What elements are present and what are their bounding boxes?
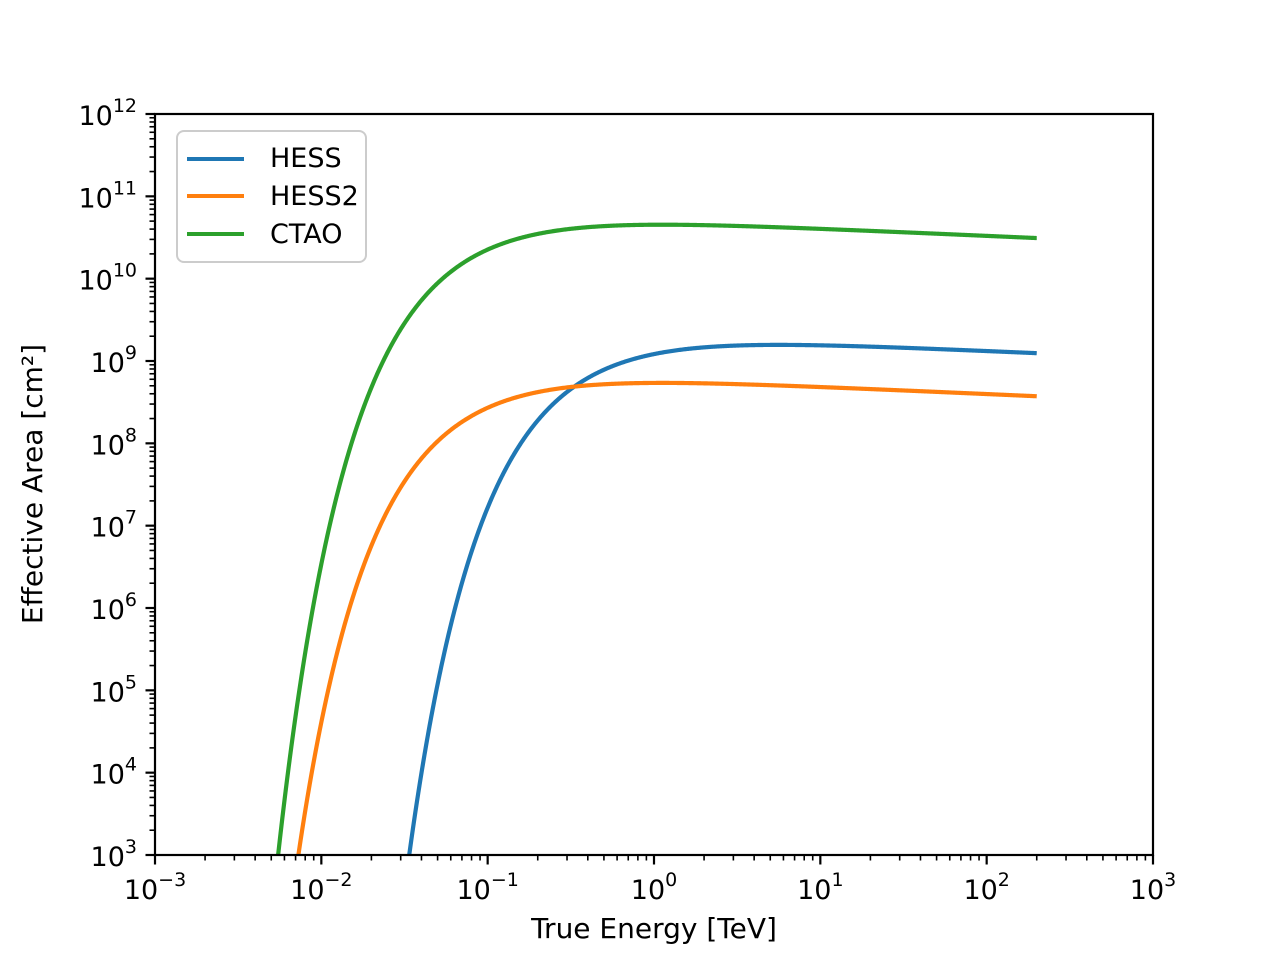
legend: HESS HESS2 CTAO xyxy=(176,130,367,263)
svg-text:103: 103 xyxy=(91,836,137,873)
svg-text:107: 107 xyxy=(91,507,137,544)
legend-label: HESS2 xyxy=(270,180,359,212)
legend-swatch xyxy=(187,156,244,161)
svg-text:1012: 1012 xyxy=(78,95,137,132)
axis-tick-labels: 10−3 10−2 10−1 100 101 102 103 103 104 105 106 107 1… xyxy=(78,95,1176,906)
legend-label: CTAO xyxy=(270,218,343,250)
legend-swatch xyxy=(187,232,244,237)
legend-item: HESS xyxy=(187,145,359,172)
x-axis-label: True Energy [TeV] xyxy=(530,912,777,945)
svg-text:105: 105 xyxy=(91,671,137,708)
plot-border xyxy=(153,112,1155,857)
svg-text:10−3: 10−3 xyxy=(124,869,186,906)
svg-text:104: 104 xyxy=(91,754,137,791)
svg-text:100: 100 xyxy=(631,869,677,906)
svg-text:102: 102 xyxy=(963,869,1009,906)
svg-text:10−2: 10−2 xyxy=(290,869,352,906)
legend-item: CTAO xyxy=(187,221,359,248)
svg-text:103: 103 xyxy=(1130,869,1176,906)
y-axis-label: Effective Area [cm²] xyxy=(16,344,49,624)
svg-text:106: 106 xyxy=(91,589,137,626)
svg-text:1011: 1011 xyxy=(78,177,137,214)
axis-major-ticks xyxy=(145,112,1155,865)
svg-text:101: 101 xyxy=(797,869,843,906)
legend-label: HESS xyxy=(270,143,342,175)
legend-swatch xyxy=(187,194,244,199)
svg-text:1010: 1010 xyxy=(78,260,137,297)
svg-text:108: 108 xyxy=(91,424,137,461)
svg-text:109: 109 xyxy=(91,342,137,379)
data-curves xyxy=(276,222,1037,855)
svg-text:10−1: 10−1 xyxy=(456,869,518,906)
legend-item: HESS2 xyxy=(187,183,359,210)
